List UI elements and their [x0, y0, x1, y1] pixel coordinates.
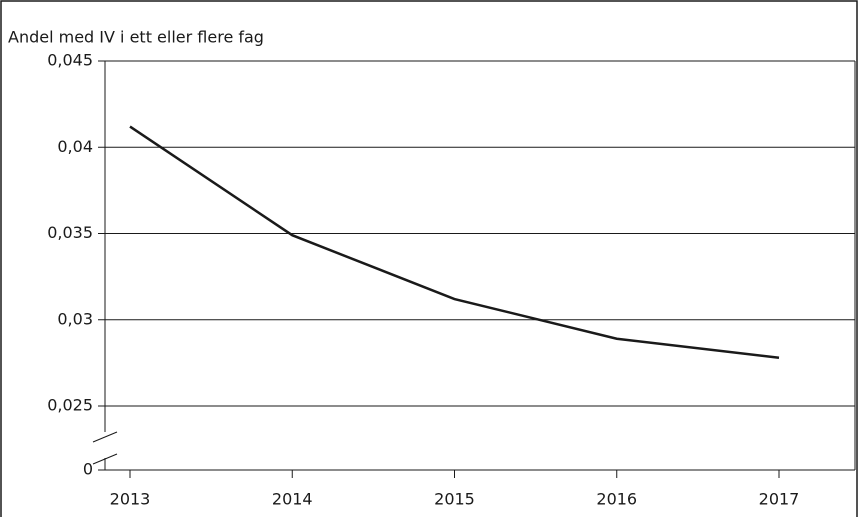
y-tick-label: 0 [83, 460, 93, 479]
y-tick-label: 0,04 [57, 137, 93, 156]
axis-break [92, 431, 118, 443]
x-tick-label: 2013 [110, 490, 151, 509]
y-tick-label: 0,025 [47, 396, 93, 415]
x-tick-label: 2017 [759, 490, 800, 509]
x-tick-label: 2015 [434, 490, 475, 509]
x-tick-label: 2016 [596, 490, 637, 509]
x-tick-label: 2014 [272, 490, 313, 509]
chart-title: Andel med IV i ett eller flere fag [8, 28, 264, 47]
axis-break [92, 453, 118, 465]
data-line [129, 125, 780, 359]
y-tick-label: 0,035 [47, 223, 93, 242]
y-tick-label: 0,03 [57, 309, 93, 328]
y-tick-label: 0,045 [47, 51, 93, 70]
